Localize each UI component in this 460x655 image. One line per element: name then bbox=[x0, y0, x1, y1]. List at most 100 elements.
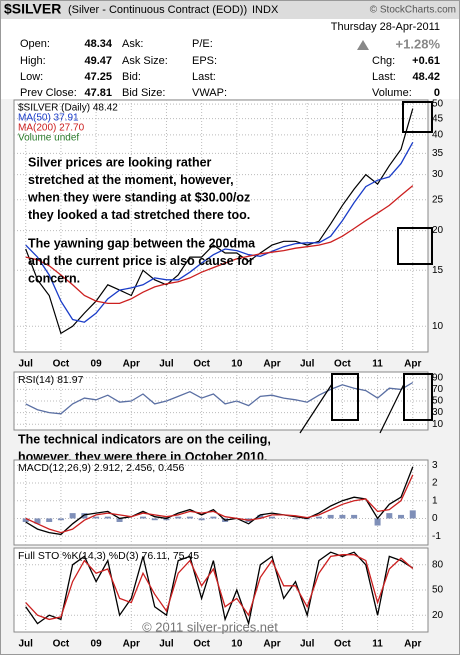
histogram-bar bbox=[140, 516, 147, 519]
x-tick-label: 10 bbox=[231, 359, 243, 370]
annotation: and the current price is also cause for bbox=[28, 254, 254, 268]
histogram-bar bbox=[186, 516, 193, 519]
series-line bbox=[25, 466, 414, 536]
histogram-bar bbox=[22, 518, 29, 522]
histogram-bar bbox=[163, 518, 170, 521]
histogram-bar bbox=[339, 514, 346, 519]
quote-label: Bid Size: bbox=[122, 87, 165, 99]
exchange: INDX bbox=[252, 4, 279, 16]
x-tick-label: Apr bbox=[263, 639, 280, 650]
symbol: $SILVER bbox=[4, 1, 61, 17]
series-line bbox=[25, 185, 414, 305]
y-tick-label: 50 bbox=[432, 99, 444, 110]
quote-label: VWAP: bbox=[192, 87, 227, 99]
annotation: The technical indicators are on the ceil… bbox=[18, 432, 271, 446]
x-tick-label: Oct bbox=[53, 359, 70, 370]
histogram-bar bbox=[257, 514, 264, 519]
subtitle: (Silver - Continuous Contract (EOD)) bbox=[68, 4, 247, 16]
quote-value: 0 bbox=[434, 87, 440, 99]
histogram-bar bbox=[374, 518, 381, 526]
x-tick-label: Oct bbox=[193, 359, 210, 370]
histogram-bar bbox=[315, 516, 322, 519]
quote-label: Ask: bbox=[122, 38, 143, 50]
y-tick-label: 80 bbox=[432, 559, 444, 570]
histogram-bar bbox=[210, 516, 217, 519]
x-tick-label: Apr bbox=[123, 639, 140, 650]
y-tick-label: 20 bbox=[432, 225, 444, 236]
pct-change: +1.28% bbox=[396, 36, 441, 51]
legend-entry: MA(50) 37.91 bbox=[18, 113, 79, 124]
x-tick-label: Jul bbox=[159, 639, 174, 650]
histogram-bar bbox=[351, 514, 358, 519]
histogram-bar bbox=[269, 516, 276, 519]
y-tick-label: 25 bbox=[432, 194, 444, 205]
quote-label: Prev Close: bbox=[20, 87, 77, 99]
annotation: concern. bbox=[28, 271, 80, 285]
y-tick-label: 20 bbox=[432, 610, 444, 621]
series-line bbox=[25, 141, 414, 323]
highlight-box bbox=[403, 373, 433, 421]
y-tick-label: 30 bbox=[432, 169, 444, 180]
y-tick-label: 50 bbox=[432, 585, 444, 596]
x-tick-label: 11 bbox=[372, 359, 383, 370]
y-tick-label: 0 bbox=[432, 513, 438, 524]
quote-value: 48.42 bbox=[412, 71, 440, 83]
source: © StockCharts.com bbox=[370, 5, 456, 16]
quote-label: High: bbox=[20, 55, 46, 67]
x-tick-label: Jul bbox=[300, 359, 315, 370]
histogram-bar bbox=[327, 514, 334, 519]
x-tick-label: Jul bbox=[300, 639, 315, 650]
histogram-bar bbox=[34, 518, 41, 524]
histogram-bar bbox=[93, 516, 100, 519]
quote-label: Open: bbox=[20, 38, 50, 50]
histogram-bar bbox=[409, 510, 416, 519]
panel-title: RSI(14) 81.97 bbox=[18, 374, 84, 386]
x-tick-label: 09 bbox=[91, 359, 103, 370]
x-tick-label: Jul bbox=[19, 359, 34, 370]
histogram-bar bbox=[81, 513, 88, 519]
legend-entry: $SILVER (Daily) 48.42 bbox=[18, 103, 118, 114]
x-tick-label: Jul bbox=[159, 359, 174, 370]
legend-entry: MA(200) 27.70 bbox=[18, 123, 85, 134]
histogram-bar bbox=[57, 518, 64, 521]
annotation: when they were standing at $30.00/oz bbox=[27, 190, 250, 204]
quote-label: Bid: bbox=[122, 71, 141, 83]
histogram-bar bbox=[175, 516, 182, 519]
histogram-bar bbox=[116, 518, 123, 522]
y-tick-label: 40 bbox=[432, 130, 444, 141]
up-arrow bbox=[357, 40, 369, 50]
quote-value: 49.47 bbox=[84, 55, 112, 67]
title-bar bbox=[1, 1, 459, 19]
y-tick-label: 30 bbox=[432, 407, 444, 418]
x-tick-label: Oct bbox=[334, 639, 351, 650]
x-tick-label: 11 bbox=[372, 639, 383, 650]
quote-value: 48.34 bbox=[84, 38, 112, 50]
y-tick-label: 45 bbox=[432, 113, 444, 124]
annotation: stretched at the moment, however, bbox=[28, 173, 234, 187]
pointer-line bbox=[379, 383, 405, 434]
histogram-bar bbox=[104, 516, 111, 519]
plot-area bbox=[13, 459, 429, 546]
histogram-bar bbox=[386, 513, 393, 519]
quote-box bbox=[1, 19, 459, 99]
quote-label: Chg: bbox=[372, 55, 395, 67]
y-tick-label: 1 bbox=[432, 495, 438, 506]
series-line bbox=[25, 381, 414, 415]
histogram-bar bbox=[198, 518, 205, 521]
watermark: © 2011 silver-prices.net bbox=[142, 619, 278, 634]
quote-label: EPS: bbox=[192, 55, 217, 67]
quote-label: Volume: bbox=[372, 87, 412, 99]
y-tick-label: 15 bbox=[432, 265, 444, 276]
histogram-bar bbox=[292, 518, 299, 520]
x-tick-label: Apr bbox=[404, 639, 421, 650]
x-tick-label: Oct bbox=[334, 359, 351, 370]
date: Thursday 28-Apr-2011 bbox=[331, 21, 440, 33]
panel-title: Full STO %K(14,3) %D(3) 76.11, 75.45 bbox=[18, 550, 199, 562]
quote-value: 47.25 bbox=[84, 71, 112, 83]
histogram-bar bbox=[151, 518, 158, 521]
y-tick-label: 90 bbox=[432, 372, 444, 383]
annotation: The yawning gap between the 200dma bbox=[28, 236, 256, 250]
highlight-box bbox=[397, 227, 433, 265]
x-tick-label: Apr bbox=[123, 359, 140, 370]
quote-label: Ask Size: bbox=[122, 55, 168, 67]
